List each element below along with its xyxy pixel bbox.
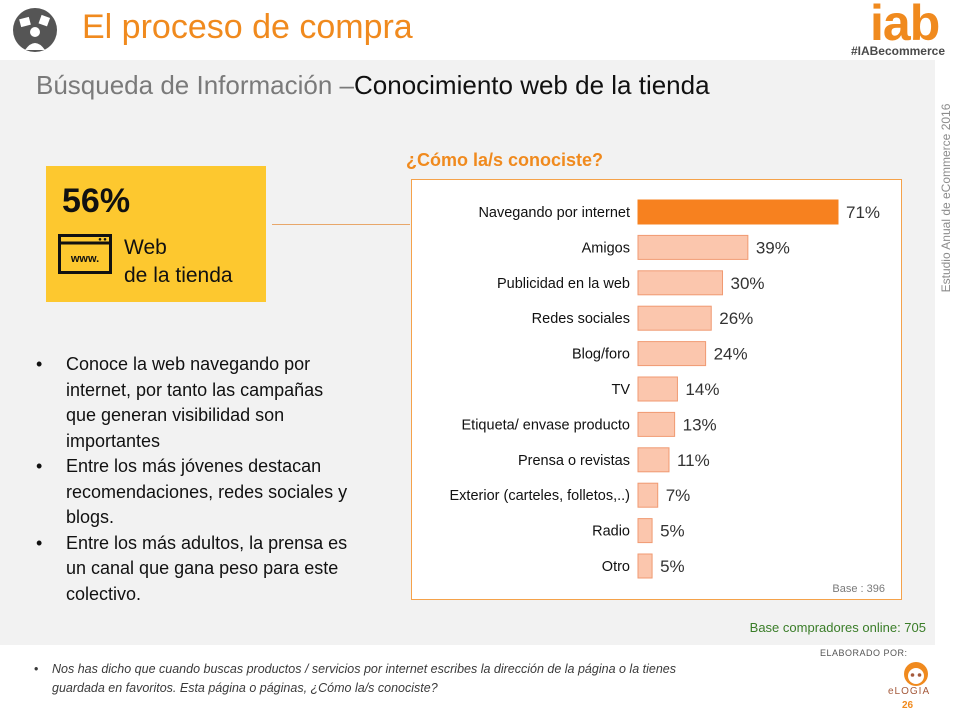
stat-label-line-2: de la tienda <box>124 264 233 287</box>
base-note: Base compradores online: 705 <box>749 620 926 635</box>
bullet-dot: • <box>36 532 43 553</box>
value-label: 11% <box>677 451 710 470</box>
browser-icon-text: www. <box>70 253 99 265</box>
bar <box>637 199 839 225</box>
bullet-text: Entre los más jóvenes destacan recomenda… <box>66 456 348 527</box>
chart-base-label: Base : 396 <box>832 583 885 595</box>
bar <box>637 376 678 402</box>
category-label: Otro <box>602 559 630 575</box>
bar <box>637 411 676 437</box>
value-label: 5% <box>660 557 685 576</box>
bullet-text: Entre los más adultos, la prensa es un c… <box>66 532 348 604</box>
category-label: Exterior (carteles, folletos,..) <box>450 488 631 504</box>
category-label: Publicidad en la web <box>497 276 630 292</box>
category-label: Navegando por internet <box>478 205 630 221</box>
bar <box>637 553 653 579</box>
bullet-text: Conoce la web navegando por internet, po… <box>66 354 324 451</box>
side-label: Estudio Anual de eCommerce 2016 <box>938 88 954 308</box>
chart-title: ¿Cómo la/s conociste? <box>406 150 604 170</box>
value-label: 5% <box>660 522 685 541</box>
category-label: Blog/foro <box>572 347 630 363</box>
value-label: 14% <box>685 380 719 399</box>
stat-label: Web de la tienda <box>124 234 264 290</box>
bar <box>637 518 653 544</box>
category-label: Amigos <box>582 240 630 256</box>
value-label: 24% <box>714 345 748 364</box>
category-label: Redes sociales <box>532 311 630 327</box>
browser-window-icon: www. <box>58 234 112 274</box>
stat-label-line-1: Web <box>124 236 167 259</box>
bar <box>637 270 724 296</box>
bullet-item: • Entre los más jóvenes destacan recomend… <box>36 454 356 531</box>
bullet-item: • Entre los más adultos, la prensa es un … <box>36 531 356 608</box>
section-subtitle: Búsqueda de Información –Conocimiento we… <box>36 70 710 101</box>
header: El proceso de compra iab #IABecommerce <box>0 0 959 60</box>
elaborado-label: ELABORADO POR: <box>820 648 908 658</box>
bar <box>637 234 749 260</box>
subtitle-part-2: Conocimiento web de la tienda <box>354 70 710 100</box>
elogia-wordmark: eLOGIA <box>888 686 931 697</box>
elogia-logo-icon <box>904 662 928 686</box>
footnote-bullet: • <box>34 662 39 676</box>
subtitle-part-1: Búsqueda de Información – <box>36 70 354 100</box>
hashtag: #IABecommerce <box>850 44 945 58</box>
value-label: 39% <box>756 238 790 257</box>
value-label: 7% <box>666 486 691 505</box>
bullet-item: • Conoce la web navegando por internet, p… <box>36 352 356 454</box>
bullet-dot: • <box>36 456 43 476</box>
footnote-text: Nos has dicho que cuando buscas producto… <box>52 662 676 695</box>
bar <box>637 305 712 331</box>
stat-box: 56% www. Web de la tienda <box>46 166 266 302</box>
category-label: Prensa o revistas <box>518 453 630 469</box>
shopping-people-icon <box>13 8 57 52</box>
bar-chart: Navegando por internet 71% Amigos 39% Public… <box>450 199 880 579</box>
bar <box>637 341 707 367</box>
bullet-dot: • <box>36 354 43 374</box>
chart-frame: Navegando por internet 71% Amigos 39% Public… <box>411 179 902 600</box>
bullet-list: • Conoce la web navegando por internet, p… <box>36 352 356 607</box>
footnote: • Nos has dicho que cuando buscas produc… <box>34 660 694 698</box>
study-label: Estudio Anual de eCommerce 2016 <box>939 103 953 293</box>
page-number: 26 <box>902 700 914 711</box>
value-label: 13% <box>683 415 717 434</box>
page-title: El proceso de compra <box>82 8 413 46</box>
category-label: Radio <box>592 524 630 540</box>
connector-line <box>272 224 410 225</box>
value-label: 30% <box>731 274 765 293</box>
stat-percent: 56% <box>62 182 131 220</box>
category-label: TV <box>611 382 630 398</box>
bar <box>637 482 659 508</box>
value-label: 71% <box>846 203 880 222</box>
bar <box>637 447 670 473</box>
category-label: Etiqueta/ envase producto <box>462 417 630 433</box>
value-label: 26% <box>719 309 753 328</box>
iab-logo: iab <box>870 0 940 51</box>
